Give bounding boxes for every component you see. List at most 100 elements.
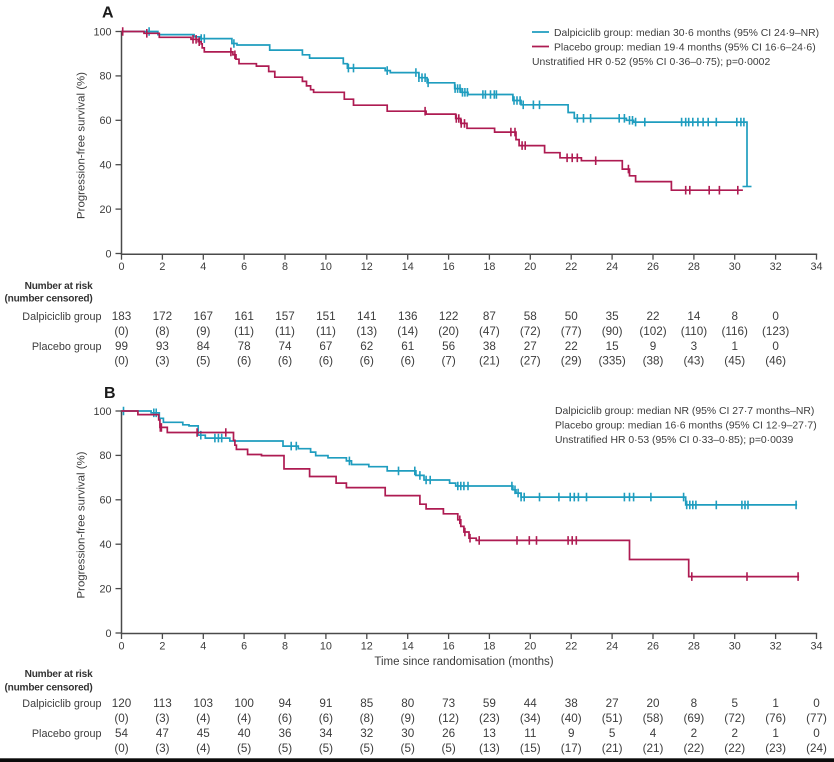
svg-text:44: 44	[524, 697, 538, 710]
svg-text:0: 0	[118, 640, 124, 652]
svg-text:122: 122	[439, 310, 459, 323]
svg-text:(102): (102)	[639, 325, 666, 338]
svg-text:(90): (90)	[602, 325, 623, 338]
svg-text:100: 100	[234, 697, 254, 710]
svg-text:(20): (20)	[438, 325, 459, 338]
svg-text:14: 14	[687, 310, 701, 323]
svg-text:(22): (22)	[724, 742, 745, 755]
svg-text:0: 0	[813, 697, 820, 710]
svg-text:30: 30	[729, 640, 741, 652]
svg-text:(335): (335)	[598, 354, 625, 367]
svg-text:(15): (15)	[520, 742, 541, 755]
svg-text:(0): (0)	[114, 354, 128, 367]
svg-text:(23): (23)	[479, 712, 500, 725]
svg-text:20: 20	[99, 204, 111, 216]
svg-text:(5): (5)	[237, 742, 251, 755]
svg-text:(17): (17)	[561, 742, 582, 755]
svg-text:(9): (9)	[196, 325, 210, 338]
svg-text:45: 45	[197, 727, 211, 740]
svg-text:2: 2	[691, 727, 698, 740]
svg-text:32: 32	[770, 261, 782, 273]
svg-text:(21): (21)	[479, 354, 500, 367]
svg-text:(47): (47)	[479, 325, 500, 338]
svg-text:74: 74	[278, 340, 292, 353]
svg-text:157: 157	[275, 310, 295, 323]
svg-text:34: 34	[810, 640, 822, 652]
svg-text:80: 80	[401, 697, 415, 710]
svg-text:14: 14	[402, 640, 414, 652]
svg-text:Time since randomisation (mont: Time since randomisation (months)	[374, 656, 553, 668]
svg-text:40: 40	[238, 727, 252, 740]
svg-text:35: 35	[606, 310, 620, 323]
svg-text:(24): (24)	[806, 742, 827, 755]
svg-text:136: 136	[398, 310, 418, 323]
svg-text:22: 22	[646, 310, 659, 323]
svg-text:24: 24	[606, 640, 618, 652]
svg-text:10: 10	[320, 261, 332, 273]
svg-text:(6): (6)	[319, 354, 333, 367]
svg-text:6: 6	[241, 261, 247, 273]
svg-text:100: 100	[93, 406, 111, 418]
svg-text:(45): (45)	[724, 354, 745, 367]
svg-text:28: 28	[688, 261, 700, 273]
svg-text:(0): (0)	[114, 742, 128, 755]
svg-text:0: 0	[772, 310, 779, 323]
svg-text:1: 1	[772, 727, 779, 740]
svg-text:(5): (5)	[319, 742, 333, 755]
svg-text:0: 0	[105, 248, 111, 260]
svg-text:8: 8	[731, 310, 738, 323]
svg-text:(21): (21)	[602, 742, 623, 755]
svg-text:84: 84	[197, 340, 211, 353]
svg-text:32: 32	[360, 727, 373, 740]
svg-text:(3): (3)	[155, 712, 169, 725]
svg-text:85: 85	[360, 697, 374, 710]
svg-text:22: 22	[565, 340, 578, 353]
svg-text:Unstratified HR 0·53 (95% CI 0: Unstratified HR 0·53 (95% CI 0·33–0·85);…	[555, 435, 793, 446]
svg-text:(5): (5)	[441, 742, 455, 755]
svg-text:14: 14	[402, 261, 414, 273]
svg-text:(4): (4)	[196, 712, 210, 725]
svg-text:54: 54	[115, 727, 129, 740]
svg-text:172: 172	[153, 310, 173, 323]
svg-text:A: A	[102, 4, 114, 21]
svg-text:15: 15	[606, 340, 620, 353]
svg-text:(5): (5)	[401, 742, 415, 755]
svg-text:4: 4	[200, 261, 206, 273]
svg-text:120: 120	[112, 697, 132, 710]
svg-text:(76): (76)	[765, 712, 786, 725]
svg-text:13: 13	[483, 727, 496, 740]
svg-text:47: 47	[156, 727, 169, 740]
svg-text:18: 18	[483, 640, 495, 652]
svg-text:61: 61	[401, 340, 414, 353]
svg-text:103: 103	[194, 697, 214, 710]
svg-text:(6): (6)	[278, 354, 292, 367]
svg-text:(11): (11)	[316, 325, 336, 338]
svg-text:20: 20	[646, 697, 660, 710]
svg-text:Placebo group: Placebo group	[32, 341, 102, 353]
svg-text:141: 141	[357, 310, 377, 323]
svg-text:12: 12	[361, 261, 373, 273]
svg-text:2: 2	[731, 727, 738, 740]
svg-text:(number censored): (number censored)	[4, 293, 92, 304]
svg-text:94: 94	[278, 697, 292, 710]
svg-text:26: 26	[442, 727, 455, 740]
svg-text:18: 18	[483, 261, 495, 273]
svg-text:(6): (6)	[319, 712, 333, 725]
svg-text:(77): (77)	[561, 325, 582, 338]
svg-text:56: 56	[442, 340, 455, 353]
svg-text:9: 9	[568, 727, 575, 740]
svg-text:(51): (51)	[602, 712, 623, 725]
svg-text:100: 100	[93, 26, 111, 38]
svg-text:40: 40	[99, 539, 111, 551]
svg-text:(72): (72)	[520, 325, 541, 338]
svg-text:Dalpiciclib group: Dalpiciclib group	[22, 311, 101, 323]
svg-text:(77): (77)	[806, 712, 827, 725]
svg-text:11: 11	[524, 727, 536, 740]
svg-text:(13): (13)	[479, 742, 500, 755]
svg-text:62: 62	[360, 340, 373, 353]
svg-text:5: 5	[731, 697, 738, 710]
svg-text:(number censored): (number censored)	[4, 682, 92, 693]
svg-text:(0): (0)	[114, 325, 128, 338]
svg-text:28: 28	[688, 640, 700, 652]
svg-text:1: 1	[772, 697, 779, 710]
